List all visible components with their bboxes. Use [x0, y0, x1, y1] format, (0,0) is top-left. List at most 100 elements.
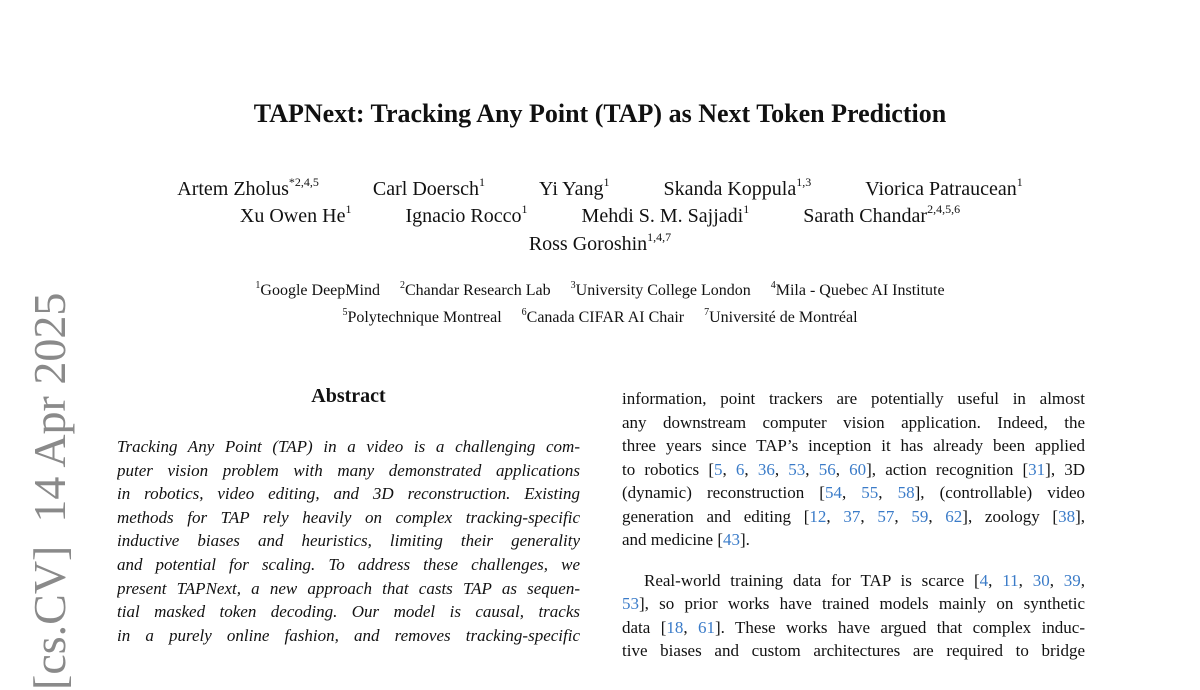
affiliation: 6Canada CIFAR AI Chair — [521, 307, 685, 326]
text-line: in robotics, video editing, and 3D recon… — [117, 482, 580, 506]
author-affiliation-marks: 1 — [1016, 175, 1023, 189]
citation-link[interactable]: 59 — [911, 506, 929, 526]
author-affiliation-marks: 1 — [478, 175, 485, 189]
author-name: Skanda Koppula — [663, 178, 797, 200]
author-name: Ignacio Rocco — [405, 205, 522, 227]
citation-link[interactable]: 36 — [757, 459, 775, 479]
affiliation-name: Chandar Research Lab — [404, 282, 551, 299]
text-segment: tial masked token decoding. Our model is… — [117, 602, 580, 622]
citation-link[interactable]: 31 — [1028, 459, 1046, 479]
citation-link[interactable]: 12 — [809, 506, 827, 526]
author-name: Artem Zholus — [177, 178, 289, 200]
citation-link[interactable]: 5 — [714, 459, 723, 479]
affiliation-name: Google DeepMind — [260, 282, 380, 299]
text-segment: Real-world training data for TAP is scar… — [644, 570, 980, 590]
affiliation: 3University College London — [570, 280, 751, 299]
text-segment: present TAPNext, a new approach that cas… — [117, 578, 580, 598]
citation-link[interactable]: 54 — [824, 483, 842, 502]
text-segment: ], — [1075, 506, 1085, 526]
affiliation-number: 1 — [255, 280, 261, 291]
citation-link[interactable]: 11 — [1002, 570, 1019, 590]
author: Artem Zholus*2,4,5 — [177, 175, 319, 200]
citation-link[interactable]: 37 — [843, 506, 861, 526]
citation-link[interactable]: 39 — [1063, 570, 1081, 590]
text-segment: inductive biases and heuristics, limitin… — [117, 531, 580, 551]
author: Skanda Koppula1,3 — [663, 175, 812, 200]
citation-link[interactable]: 30 — [1032, 570, 1050, 590]
citation-link[interactable]: 6 — [735, 459, 745, 479]
text-segment: to robotics [ — [622, 459, 714, 479]
affiliation-number: 6 — [521, 307, 527, 318]
citation-link[interactable]: 53 — [622, 594, 639, 613]
text-segment: , — [1018, 570, 1033, 590]
text-segment: ], 3D — [1045, 459, 1085, 479]
text-segment: , — [744, 459, 758, 479]
author-name: Yi Yang — [538, 178, 604, 200]
author: Viorica Patraucean1 — [865, 175, 1023, 200]
affiliation-name: Canada CIFAR AI Chair — [526, 309, 685, 326]
text-line: data [18, 61]. These works have argued t… — [622, 616, 1085, 640]
author: Sarath Chandar2,4,5,6 — [803, 202, 960, 227]
affiliation-name: Mila - Quebec AI Institute — [775, 282, 945, 299]
citation-link[interactable]: 38 — [1058, 506, 1076, 526]
text-segment: , — [774, 459, 789, 479]
citation-link[interactable]: 4 — [979, 570, 989, 590]
affiliation-number: 7 — [704, 307, 710, 318]
author-name: Xu Owen He — [239, 205, 346, 227]
text-segment: ], action recognition [ — [866, 459, 1029, 479]
author-name: Mehdi S. M. Sajjadi — [581, 205, 744, 227]
affiliation-name: University College London — [575, 282, 751, 299]
abstract-heading: Abstract — [311, 385, 386, 407]
text-segment: , — [826, 506, 844, 526]
author: Mehdi S. M. Sajjadi1 — [581, 202, 750, 227]
arxiv-stamp: [cs.CV] 14 Apr 2025 — [24, 292, 75, 690]
citation-link[interactable]: 57 — [877, 506, 895, 526]
text-segment: , — [722, 459, 736, 479]
text-segment: , — [1049, 570, 1064, 590]
text-line: tial masked token decoding. Our model is… — [117, 600, 580, 624]
text-line: (dynamic) reconstruction [54, 55, 58], (… — [622, 481, 1085, 505]
text-segment: in robotics, video editing, and 3D recon… — [117, 484, 580, 504]
text-segment: , — [928, 506, 946, 526]
affiliation-number: 2 — [399, 280, 405, 291]
text-line: present TAPNext, a new approach that cas… — [117, 577, 580, 601]
author: Carl Doersch1 — [372, 175, 485, 200]
affiliation: 7Université de Montréal — [704, 307, 857, 326]
text-segment: and potential for scaling. To address th… — [117, 555, 580, 574]
text-line: to robotics [5, 6, 36, 53, 56, 60], acti… — [622, 458, 1085, 482]
text-segment: any downstream computer vision applicati… — [622, 412, 1085, 432]
text-line: 53], so prior works have trained models … — [622, 592, 1085, 616]
citation-link[interactable]: 18 — [666, 617, 684, 637]
author-affiliation-marks: 1 — [345, 202, 352, 216]
citation-link[interactable]: 53 — [788, 459, 806, 479]
affiliation-name: Polytechnique Montreal — [347, 309, 502, 326]
text-segment: data [ — [622, 617, 667, 637]
citation-link[interactable]: 56 — [818, 459, 836, 479]
text-line: tive biases and custom architectures are… — [622, 639, 1085, 663]
author-name: Carl Doersch — [372, 178, 479, 200]
text-segment: information, point trackers are potentia… — [622, 389, 1085, 408]
citation-link[interactable]: 61 — [698, 617, 716, 637]
text-segment: ]. These works have argued that complex … — [715, 617, 1085, 637]
affiliation-number: 3 — [570, 280, 576, 291]
text-segment: ], so prior works have trained models ma… — [639, 594, 1085, 613]
text-line: and potential for scaling. To address th… — [117, 553, 580, 577]
citation-link[interactable]: 60 — [849, 459, 867, 479]
affiliation-number: 4 — [770, 280, 776, 291]
text-line: methods for TAP rely heavily on complex … — [117, 506, 580, 530]
author-name: Sarath Chandar — [803, 205, 928, 227]
citation-link[interactable]: 58 — [897, 483, 915, 502]
citation-link[interactable]: 62 — [945, 506, 963, 526]
text-segment: methods for TAP rely heavily on complex … — [117, 507, 580, 527]
citation-link[interactable]: 43 — [723, 530, 741, 549]
text-segment: , — [1080, 570, 1085, 590]
text-segment: Tracking Any Point (TAP) in a video is a… — [117, 437, 580, 456]
text-segment: generation and editing [ — [622, 506, 810, 526]
citation-link[interactable]: 55 — [861, 483, 879, 502]
text-segment: tive biases and custom architectures are… — [622, 641, 1085, 660]
text-segment: , — [988, 570, 1003, 590]
text-segment: ]. — [740, 530, 750, 549]
author-affiliation-marks: 1,3 — [796, 175, 812, 189]
text-line: three years since TAP’s inception it has… — [622, 434, 1085, 458]
author-affiliation-marks: 1 — [603, 175, 610, 189]
